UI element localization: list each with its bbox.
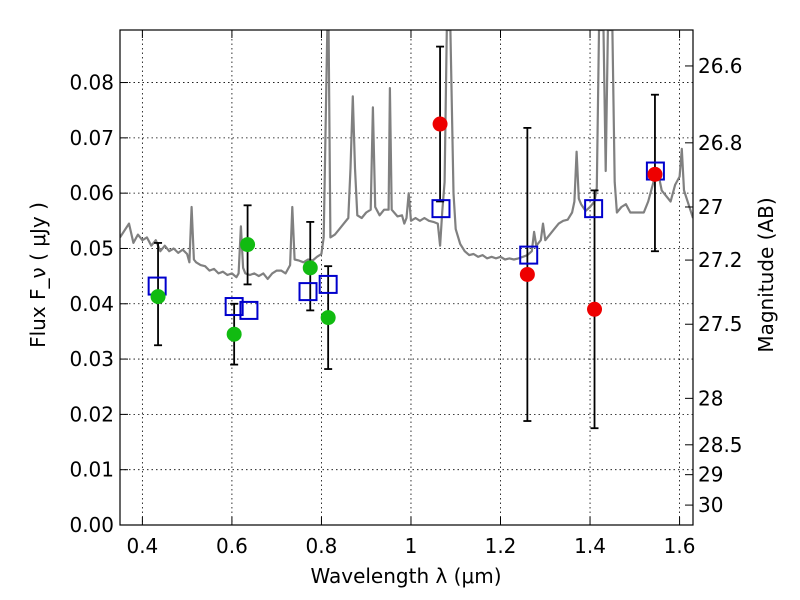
y-tick-label: 0.04 (69, 292, 114, 316)
x-axis-title: Wavelength λ (μm) (310, 564, 501, 588)
red-data-point (432, 116, 448, 132)
y2-tick-label: 26.8 (698, 131, 743, 155)
model-square-point (519, 245, 539, 265)
model-square-point (239, 300, 259, 320)
spectrum-line (120, 30, 693, 280)
green-data-point (150, 289, 166, 305)
y-tick-label: 0.00 (69, 513, 114, 537)
y2-tick-label: 28.5 (698, 433, 743, 457)
y2-tick-label: 27 (698, 195, 723, 219)
markers (147, 45, 665, 430)
y-tick-label: 0.01 (69, 458, 114, 482)
y2-tick-label: 29 (698, 463, 723, 487)
model-square-point (318, 274, 338, 294)
red-data-point (587, 301, 603, 317)
y-tick-label: 0.06 (69, 181, 114, 205)
green-data-point (302, 260, 318, 276)
x-tick-label: 0.4 (126, 534, 158, 558)
y-tick-label: 0.07 (69, 126, 114, 150)
y2-tick-label: 28 (698, 386, 723, 410)
plot-frame (119, 29, 694, 526)
x-tick-label: 1.4 (574, 534, 606, 558)
x-tick-label: 0.8 (306, 534, 338, 558)
red-data-point (647, 166, 663, 182)
green-data-point (320, 310, 336, 326)
y-tick-label: 0.03 (69, 347, 114, 371)
model-square-point (224, 297, 244, 317)
y2-tick-label: 26.6 (698, 54, 743, 78)
x-tick-label: 1.2 (485, 534, 517, 558)
model-square-point (584, 199, 604, 219)
y2-axis-title: Magnitude (AB) (754, 197, 778, 352)
ticks: 0.4 0.6 0.8 1 1.2 1.4 1.6 0.00 0.01 0.02 0.03 0.04 0… (69, 30, 743, 558)
model-square-point (431, 199, 451, 219)
model-square-point (298, 282, 318, 302)
y-tick-label: 0.02 (69, 402, 114, 426)
x-tick-label: 1 (405, 534, 418, 558)
y2-tick-label: 27.5 (698, 312, 743, 336)
y2-tick-label: 30 (698, 493, 723, 517)
green-data-point (226, 326, 242, 342)
green-data-point (240, 237, 256, 253)
plot-area (120, 30, 693, 280)
y2-tick-label: 27.2 (698, 248, 743, 272)
x-tick-label: 1.6 (664, 534, 696, 558)
y-axis-title: Flux F_ν ( μJy ) (26, 202, 50, 348)
x-tick-label: 0.6 (216, 534, 248, 558)
y-tick-label: 0.08 (69, 71, 114, 95)
red-data-point (519, 266, 535, 282)
y-tick-label: 0.05 (69, 236, 114, 260)
